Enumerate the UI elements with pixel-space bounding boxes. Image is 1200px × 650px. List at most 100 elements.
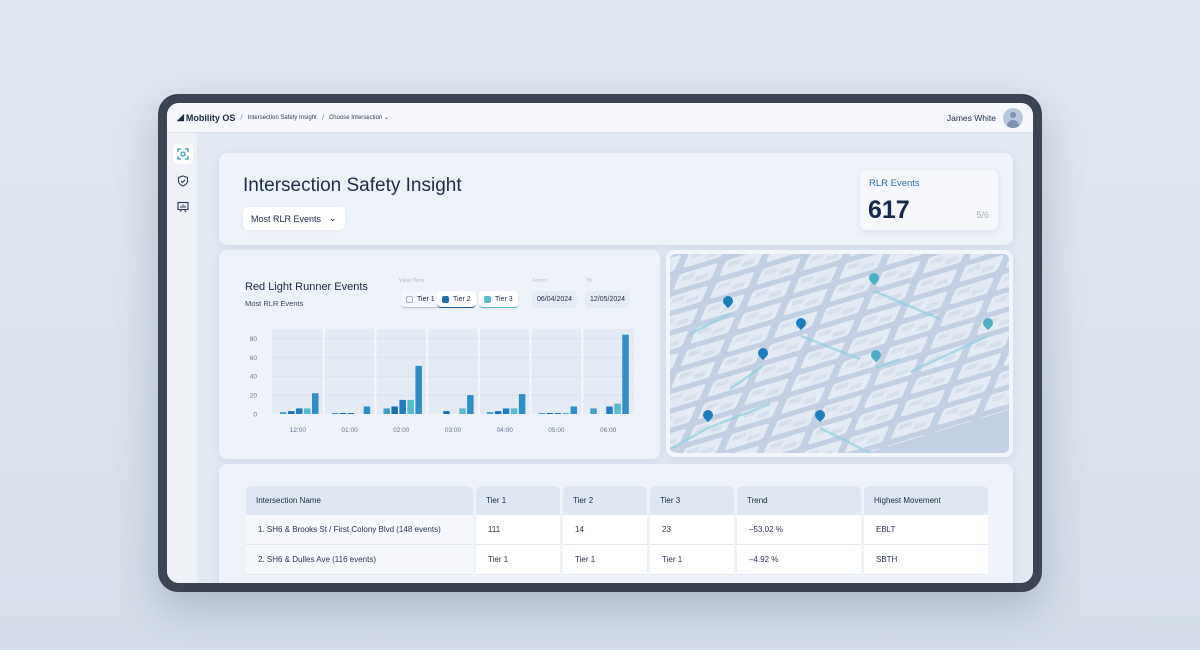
bar-chart: 0 20 40 60 80 12:00 01:00 02:00 03:00 04:00 05:00 0… <box>250 329 634 434</box>
bar <box>363 406 371 414</box>
page-title: Intersection Safety Insight <box>243 175 462 196</box>
tier3-checkbox[interactable]: Tier 3 <box>479 291 518 308</box>
breadcrumb-separator: / <box>321 113 324 122</box>
sidebar <box>167 133 197 583</box>
bar <box>383 408 390 414</box>
y-tick-label: 60 <box>250 355 258 362</box>
plot-area <box>272 329 634 414</box>
scan-icon <box>177 148 189 160</box>
tier2-cell: 14 <box>563 515 647 545</box>
top-bar: ◢ Mobility OS / Intersection Safety Insig… <box>167 103 1033 133</box>
movement-cell: SBTH <box>864 545 988 575</box>
tier2-checkbox[interactable]: Tier 2 <box>437 291 476 308</box>
chevron-down-icon: ⌄ <box>329 213 337 223</box>
y-tick-label: 80 <box>250 336 258 343</box>
tier3-cell: Tier 1 <box>650 545 734 575</box>
brand-logo[interactable]: ◢ Mobility OS <box>177 112 235 123</box>
checkbox-icon <box>406 295 413 303</box>
bar <box>606 406 613 414</box>
kpi-label: RLR Events <box>869 178 920 189</box>
tier1-cell: Tier 1 <box>476 545 560 575</box>
chart-title: Red Light Runner Events <box>245 281 368 293</box>
kpi-value: 617 <box>868 196 910 224</box>
avatar[interactable] <box>1003 108 1023 128</box>
tier1-checkbox[interactable]: Tier 1 <box>401 291 440 308</box>
bar <box>546 413 554 414</box>
tablet-frame: ◢ Mobility OS / Intersection Safety Insig… <box>158 94 1042 592</box>
sidebar-item-safety[interactable] <box>173 171 193 191</box>
bar <box>486 412 494 414</box>
column-header[interactable]: Tier 2 <box>563 486 647 515</box>
x-tick-label: 03:00 <box>445 427 462 434</box>
table-row[interactable]: 1. SH6 & Brooks St / First Colony Blvd (… <box>246 515 988 545</box>
bar <box>280 412 287 414</box>
y-tick-label: 40 <box>250 374 258 381</box>
intersection-map[interactable] <box>670 254 1009 453</box>
bar <box>562 413 570 414</box>
view-tiers-label: View Tiers: <box>399 278 426 284</box>
bar <box>391 406 398 414</box>
tier1-cell: 111 <box>476 515 560 545</box>
trend-cell: –4.92 % <box>737 545 861 575</box>
bar <box>570 406 578 414</box>
sidebar-item-reports[interactable] <box>173 197 193 217</box>
shield-check-icon <box>177 175 189 187</box>
overview-card: Intersection Safety Insight Most RLR Eve… <box>219 153 1013 245</box>
column-header[interactable]: Tier 1 <box>476 486 560 515</box>
intersection-table-card: Intersection Name Tier 1 Tier 2 Tier 3 T… <box>219 464 1013 583</box>
ranking-dropdown[interactable]: Most RLR Events ⌄ <box>243 207 345 230</box>
intersection-name[interactable]: 2. SH6 & Dulles Ave (116 events) <box>246 545 473 575</box>
from-date-input[interactable]: 06/04/2024 <box>532 291 578 308</box>
column-header[interactable]: Trend <box>737 486 861 515</box>
intersection-table: Intersection Name Tier 1 Tier 2 Tier 3 T… <box>243 486 991 575</box>
presentation-chart-icon <box>177 201 189 213</box>
from-label: From: <box>533 278 548 284</box>
x-tick-label: 04:00 <box>497 427 514 434</box>
bar <box>443 411 450 414</box>
bar <box>296 408 303 414</box>
to-date-input[interactable]: 12/05/2024 <box>585 291 631 308</box>
y-tick-label: 0 <box>253 412 257 419</box>
to-label: To: <box>586 278 594 284</box>
user-name: James White <box>946 113 996 123</box>
column-header[interactable]: Intersection Name <box>246 486 473 515</box>
map-streets <box>670 254 1009 453</box>
checkbox-checked-icon <box>484 295 491 303</box>
table-row[interactable]: 2. SH6 & Dulles Ave (116 events) Tier 1 Ti… <box>246 545 988 575</box>
breadcrumb-item[interactable]: Intersection Safety Insight <box>247 114 317 121</box>
bar <box>304 408 311 414</box>
table-header-row: Intersection Name Tier 1 Tier 2 Tier 3 T… <box>246 486 988 515</box>
tier-label: Tier 3 <box>495 295 513 303</box>
bar <box>312 393 319 414</box>
y-tick-label: 20 <box>250 393 258 400</box>
column-header[interactable]: Tier 3 <box>650 486 734 515</box>
x-tick-label: 01:00 <box>341 427 358 434</box>
bar <box>331 413 339 414</box>
logo-icon: ◢ <box>177 112 184 122</box>
chevron-down-icon[interactable]: ⌄ <box>382 115 390 121</box>
bar <box>614 403 621 414</box>
sidebar-item-scan[interactable] <box>173 144 193 164</box>
kpi-page-indicator[interactable]: 5/6 <box>976 210 989 220</box>
app-screen: ◢ Mobility OS / Intersection Safety Insig… <box>167 103 1033 583</box>
bar <box>347 413 355 414</box>
column-header[interactable]: Highest Movement <box>864 486 988 515</box>
bar <box>622 334 629 414</box>
kpi-card-rlr-events: RLR Events 617 5/6 <box>860 170 998 230</box>
breadcrumb-separator: / <box>240 113 243 122</box>
chart-card: Red Light Runner Events Most RLR Events … <box>219 250 660 459</box>
bar <box>502 408 510 414</box>
tier2-cell: Tier 1 <box>563 545 647 575</box>
user-menu[interactable]: James White <box>947 108 1023 128</box>
bar <box>415 365 422 414</box>
chart-subtitle: Most RLR Events <box>245 299 304 308</box>
bar <box>510 408 518 414</box>
bar <box>288 411 295 414</box>
intersection-name[interactable]: 1. SH6 & Brooks St / First Colony Blvd (… <box>246 515 473 545</box>
map-card <box>666 250 1013 457</box>
x-tick-label: 05:00 <box>548 427 565 434</box>
movement-cell: EBLT <box>864 515 988 545</box>
breadcrumb-choose-intersection[interactable]: Choose Intersection <box>328 114 383 121</box>
bar <box>407 399 414 414</box>
tier-label: Tier 2 <box>453 295 471 303</box>
